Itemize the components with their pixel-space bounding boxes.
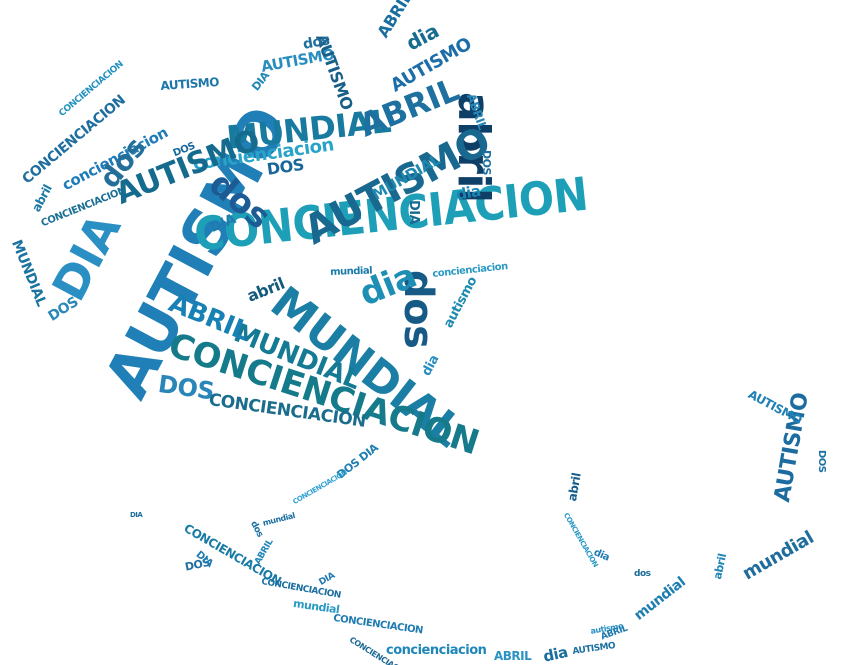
ribbon-word-mundial-2: mundial: [292, 597, 341, 617]
ribbon-word-dos-3: dos: [634, 569, 651, 579]
heart-word-mundial-left: MUNDIAL: [8, 237, 50, 309]
ribbon-word-mundial-4: mundial: [739, 527, 818, 585]
ribbon-word-concienciacion-1: CONCIENCIACION: [291, 468, 349, 507]
heart-word-dos-lower: DOS: [156, 370, 216, 406]
ribbon-word-mundial-3: mundial: [631, 574, 689, 624]
ribbon-word-abril-4: abril: [711, 552, 730, 581]
heart-word-dos-right: DOS: [480, 150, 493, 175]
heart-word-dos-small: DOS: [265, 154, 305, 179]
ribbon-word-dos-4: DOS: [816, 450, 827, 473]
ribbon-word-concienciacion-4: CONCIENCIACION: [332, 613, 424, 637]
ribbon-word-concienciacion-lc: concienciacion: [386, 643, 487, 658]
ribbon-word-dia-3: DIA: [317, 570, 337, 588]
ribbon-word-dia-4: dia: [541, 642, 570, 665]
heart-word-autismo-lc: autismo: [441, 274, 481, 331]
heart-word-dos-left: DOS: [45, 294, 82, 325]
ribbon-word-dos-2: dos: [248, 519, 265, 539]
ribbon-word-abril-3: abril: [565, 471, 584, 503]
ribbon-word-autismo-1: AUTISMO: [571, 641, 616, 657]
ribbon-word-concienciacion-6: CONCIENCIACION: [561, 511, 600, 569]
heart-word-abril-left: abril: [29, 182, 55, 215]
heart-word-dia-top: DIA: [249, 69, 272, 94]
heart-word-mundial-inner: mundial: [329, 265, 373, 278]
ribbon-word-abril-1: ABRIL: [253, 537, 276, 567]
ribbon-word-dia-1: DIA: [130, 511, 143, 519]
heart-word-dia-small-2: DIA: [406, 200, 421, 225]
ribbon-word-abril-2: ABRIL: [494, 649, 532, 663]
heart-word-autismo-upper: AUTISMO: [159, 74, 220, 93]
heart-word-dia-right: dia: [419, 352, 443, 379]
ribbon-word-mundial-1: mundial: [261, 511, 296, 528]
heart-word-dia-lc-3: dia: [454, 181, 482, 204]
